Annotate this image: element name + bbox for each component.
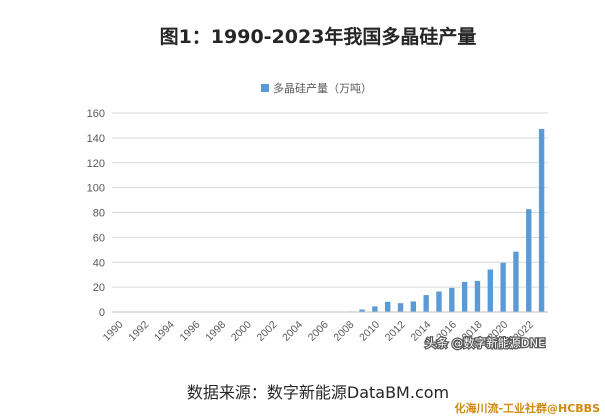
bar-2012 bbox=[397, 303, 404, 312]
legend-label: 多晶硅产量（万吨） bbox=[273, 81, 372, 95]
toutiao-watermark-text: 头条 @数字新能源DNE bbox=[425, 336, 545, 350]
bar-2020 bbox=[500, 262, 506, 312]
bar-2011 bbox=[385, 301, 391, 312]
x-tick-label: 1996 bbox=[178, 319, 203, 344]
bar-2019 bbox=[487, 269, 493, 312]
bar-2017 bbox=[461, 281, 468, 312]
x-tick-label: 2010 bbox=[357, 319, 382, 344]
chart-title: 图1：1990-2023年我国多晶硅产量 bbox=[160, 25, 477, 48]
y-tick-label: 0 bbox=[99, 307, 105, 319]
y-tick-label: 40 bbox=[93, 257, 105, 269]
x-tick-label: 1994 bbox=[152, 319, 177, 344]
data-source: 数据来源：数字新能源DataBM.com bbox=[187, 383, 449, 402]
y-tick-label: 120 bbox=[87, 158, 105, 170]
x-tick-label: 1990 bbox=[101, 319, 126, 344]
x-tick-label: 2002 bbox=[255, 319, 280, 344]
legend: 多晶硅产量（万吨） bbox=[261, 81, 372, 95]
bars bbox=[346, 128, 545, 312]
y-tick-label: 60 bbox=[93, 232, 105, 244]
y-tick-label: 160 bbox=[87, 108, 105, 120]
y-tick-label: 80 bbox=[93, 208, 105, 220]
y-tick-label: 100 bbox=[87, 183, 105, 195]
bar-2013 bbox=[410, 301, 417, 312]
bar-2018 bbox=[474, 280, 481, 312]
x-tick-label: 2006 bbox=[306, 319, 331, 344]
bar-2023 bbox=[538, 128, 545, 312]
x-tick-label: 2012 bbox=[383, 319, 408, 344]
y-tick-label: 140 bbox=[87, 133, 105, 145]
hcbbs-watermark: 化海川流-工业社群@HCBBS bbox=[453, 400, 601, 416]
y-axis-ticks: 0 20 40 60 80 100 120 140 160 bbox=[87, 108, 105, 319]
bar-2015 bbox=[436, 291, 442, 312]
bar-2022 bbox=[526, 209, 532, 312]
bar-2016 bbox=[449, 287, 455, 312]
y-tick-label: 20 bbox=[93, 282, 105, 294]
bar-2021 bbox=[513, 251, 519, 312]
x-tick-label: 2008 bbox=[331, 319, 356, 344]
x-tick-label: 2000 bbox=[229, 319, 254, 344]
bar-2014 bbox=[423, 295, 429, 312]
x-tick-label: 1998 bbox=[203, 319, 228, 344]
gridlines bbox=[112, 112, 548, 288]
bar-2010 bbox=[372, 306, 378, 312]
legend-swatch bbox=[261, 84, 269, 92]
x-tick-label: 1992 bbox=[126, 319, 151, 344]
x-tick-label: 2004 bbox=[280, 319, 305, 344]
hcbbs-watermark-text: 化海川流-工业社群@HCBBS bbox=[454, 401, 600, 415]
toutiao-watermark: 头条 @数字新能源DNE bbox=[424, 335, 547, 351]
bar-2009 bbox=[359, 309, 365, 312]
